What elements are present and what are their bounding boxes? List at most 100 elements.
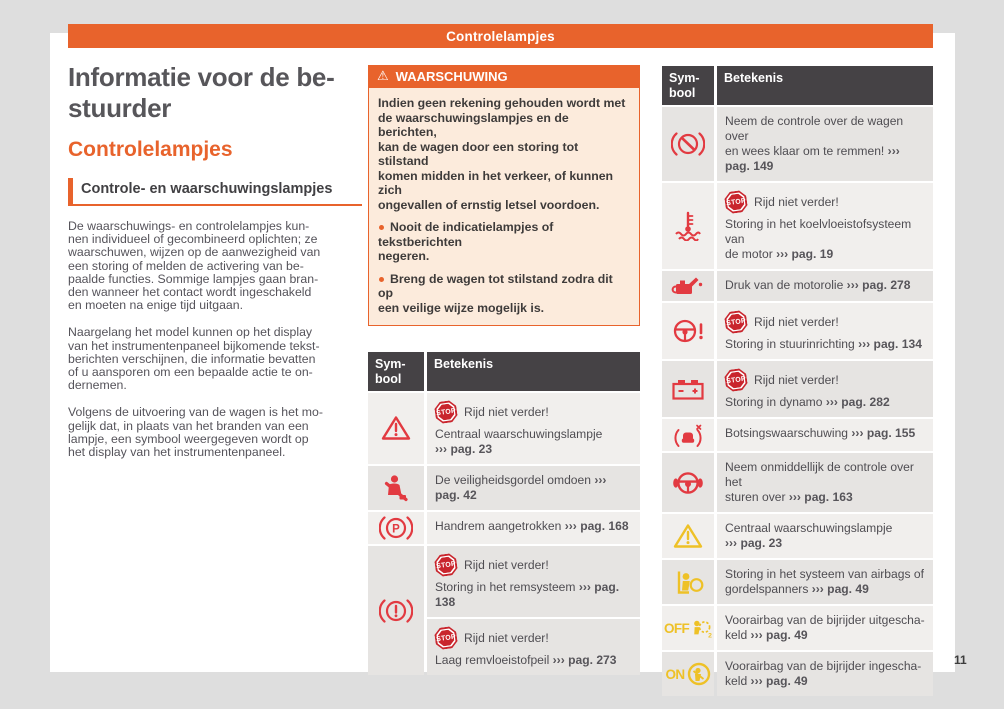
paragraph: Naargelang het model kunnen op het displ… xyxy=(68,325,320,393)
stop-text: Rijd niet verder! xyxy=(754,314,839,329)
meaning-text: Laag remvloeistofpeil ››› pag. 273 xyxy=(435,653,617,667)
section-title: Controlelampjes xyxy=(68,138,233,161)
meaning-text: Storing in het remsysteem ››› pag. 138 xyxy=(435,580,620,609)
handbrake-icon: P xyxy=(368,512,424,544)
meaning-text: Handrem aangetrokken ››› pag. 168 xyxy=(435,519,629,533)
airbag-off-icon: OFF 2 xyxy=(662,606,714,650)
table-row: STOP Rijd niet verder! Storing in dynamo… xyxy=(662,361,933,417)
meaning-text: Centraal waarschuwingslampje ››› pag. 23 xyxy=(435,427,603,456)
page-reference-link[interactable]: ››› pag. 149 xyxy=(725,144,900,173)
table-row: Neem onmiddellijk de controle over het s… xyxy=(662,453,933,512)
page-reference-link[interactable]: ››› pag. 163 xyxy=(788,490,853,504)
airbag-on-icon: ON xyxy=(662,652,714,696)
table-row: P Handrem aangetrokken ››› pag. 168 xyxy=(368,512,640,544)
stop-text: Rijd niet verder! xyxy=(464,630,549,645)
warning-bullet-text: Breng de wagen tot stilstand zodra dit o… xyxy=(378,271,613,315)
table-row: Neem de controle over de wagen over en w… xyxy=(662,107,933,181)
table-row: OFF 2 Voorairbag van de bijrijder uitges… xyxy=(662,606,933,650)
oil-pressure-icon xyxy=(662,271,714,301)
meaning-text: Storing in stuurinrichting ››› pag. 134 xyxy=(725,337,922,351)
stop-text: Rijd niet verder! xyxy=(754,372,839,387)
stop-text: Rijd niet verder! xyxy=(464,404,549,419)
column-header-meaning: Betekenis xyxy=(717,66,933,105)
page-reference-link[interactable]: ››› pag. 278 xyxy=(846,278,911,292)
meaning-text: Centraal waarschuwingslampje ››› pag. 23 xyxy=(725,521,893,550)
page-reference-link[interactable]: ››› pag. 49 xyxy=(750,674,808,688)
table-header: Sym- bool Betekenis xyxy=(368,352,640,391)
stop-sign-icon: STOP xyxy=(434,626,459,651)
svg-text:2: 2 xyxy=(708,632,712,639)
bullet-dot-icon xyxy=(379,276,384,282)
warning-bullet-text: Nooit de indicatielampjes of tekstberich… xyxy=(378,220,554,263)
subsection-header-label: Controle- en waarschuwingslampjes xyxy=(81,181,333,197)
stop-sign-icon: STOP xyxy=(724,368,749,393)
page-reference-link[interactable]: ››› pag. 23 xyxy=(435,442,493,456)
table-row: STOP Rijd niet verder! Storing in het re… xyxy=(368,546,640,675)
meaning-text: Storing in het systeem van airbags of go… xyxy=(725,567,924,596)
meaning-text: Botsingswaarschuwing ››› pag. 155 xyxy=(725,426,916,440)
seatbelt-warning-icon xyxy=(368,466,424,510)
warning-lights-table-right: Sym- bool Betekenis Neem de controle ove… xyxy=(662,66,933,696)
off-label: OFF xyxy=(664,620,690,636)
warning-triangle-yellow-icon xyxy=(662,514,714,558)
column-header-meaning: Betekenis xyxy=(427,352,640,391)
page-reference-link[interactable]: ››› pag. 134 xyxy=(858,337,922,351)
page-reference-link[interactable]: ››› pag. 42 xyxy=(435,473,607,502)
paragraph: De waarschuwings- en controlelampjes kun… xyxy=(68,219,321,313)
meaning-text: Voorairbag van de bijrijder ingescha- ke… xyxy=(725,659,922,688)
bullet-dot-icon xyxy=(379,225,384,230)
steering-fault-icon xyxy=(662,303,714,359)
warning-bullet: Nooit de indicatielampjes of tekstberich… xyxy=(378,220,630,264)
page-reference-link[interactable]: ››› pag. 155 xyxy=(851,426,916,440)
table-row: Druk van de motorolie ››› pag. 278 xyxy=(662,271,933,301)
warning-lights-table-left: Sym- bool Betekenis STOP Rijd niet verde… xyxy=(368,352,640,675)
brake-system-warning-icon xyxy=(368,546,424,675)
table-row: Storing in het systeem van airbags of go… xyxy=(662,560,933,604)
page-reference-link[interactable]: ››› pag. 282 xyxy=(825,395,890,409)
meaning-text: De veiligheidsgordel omdoen ››› pag. 42 xyxy=(435,473,607,502)
page-reference-link[interactable]: ››› pag. 19 xyxy=(776,247,834,261)
collision-warning-icon xyxy=(662,419,714,451)
page-reference-link[interactable]: ››› pag. 49 xyxy=(750,628,808,642)
warning-box-title: WAARSCHUWING xyxy=(395,69,508,84)
table-row: STOP Rijd niet verder! Storing in stuuri… xyxy=(662,303,933,359)
stop-text: Rijd niet verder! xyxy=(464,557,549,572)
chapter-title: Informatie voor de be- stuurder xyxy=(68,62,335,123)
warning-triangle-red-icon xyxy=(368,393,424,464)
table-row: STOP Rijd niet verder! Storing in het ko… xyxy=(662,183,933,269)
meaning-text: Storing in het koelvloeistofsysteem van … xyxy=(725,217,912,261)
meaning-text: Neem onmiddellijk de controle over het s… xyxy=(725,460,914,504)
table-header: Sym- bool Betekenis xyxy=(662,66,933,105)
column-header-symbol: Sym- bool xyxy=(368,352,424,391)
page-reference-link[interactable]: ››› pag. 49 xyxy=(811,582,869,596)
table-row: ON Voorairbag van de bijrijder ingescha-… xyxy=(662,652,933,696)
page-reference-link[interactable]: ››› pag. 273 xyxy=(552,653,617,667)
coolant-temperature-icon xyxy=(662,183,714,269)
warning-box-header: ⚠ WAARSCHUWING xyxy=(368,65,640,88)
airbag-fault-icon xyxy=(662,560,714,604)
page-header-bar: Controlelampjes xyxy=(68,24,933,48)
warning-bullet: Breng de wagen tot stilstand zodra dit o… xyxy=(378,272,630,316)
table-row: Botsingswaarschuwing ››› pag. 155 xyxy=(662,419,933,451)
on-label: ON xyxy=(665,666,685,682)
warning-triangle-icon: ⚠ xyxy=(377,69,389,84)
right-column: Sym- bool Betekenis Neem de controle ove… xyxy=(662,66,933,696)
stop-text: Rijd niet verder! xyxy=(754,194,839,209)
warning-text: Indien geen rekening gehouden wordt met … xyxy=(378,96,626,212)
steering-takeover-icon xyxy=(662,453,714,512)
acc-takeover-icon xyxy=(662,107,714,181)
stop-sign-icon: STOP xyxy=(724,310,749,335)
table-row: Centraal waarschuwingslampje ››› pag. 23 xyxy=(662,514,933,558)
svg-text:P: P xyxy=(392,523,400,535)
subsection-header: Controle- en waarschuwingslampjes xyxy=(68,178,362,206)
meaning-text: Storing in dynamo ››› pag. 282 xyxy=(725,395,890,409)
page-reference-link[interactable]: ››› pag. 23 xyxy=(725,536,783,550)
meaning-text: Neem de controle over de wagen over en w… xyxy=(725,114,904,173)
warning-box: ⚠ WAARSCHUWING Indien geen rekening geho… xyxy=(368,65,640,326)
table-row: STOP Rijd niet verder! Centraal waarschu… xyxy=(368,393,640,464)
page-header-title: Controlelampjes xyxy=(446,28,555,44)
page-reference-link[interactable]: ››› pag. 138 xyxy=(435,580,620,609)
battery-charge-icon xyxy=(662,361,714,417)
page-reference-link[interactable]: ››› pag. 168 xyxy=(564,519,629,533)
meaning-text: Druk van de motorolie ››› pag. 278 xyxy=(725,278,911,292)
